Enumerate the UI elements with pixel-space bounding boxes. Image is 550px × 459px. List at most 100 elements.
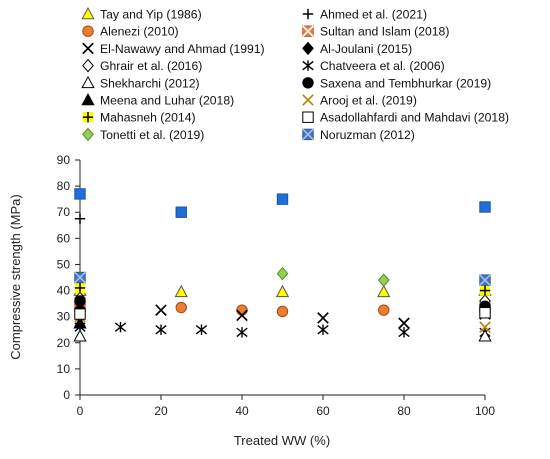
legend-marker — [82, 25, 94, 37]
legend-item: Shekharchi (2012) — [81, 75, 200, 90]
data-point — [276, 193, 289, 205]
y-axis-title: Compressive strength (MPa) — [8, 194, 23, 359]
legend-marker — [302, 41, 314, 56]
legend-label: Sultan and Islam (2018) — [320, 25, 449, 39]
data-point — [155, 304, 167, 316]
x-tick-label: 0 — [77, 404, 84, 418]
legend-label: Saxena and Tembhurkar (2019) — [320, 76, 491, 90]
x-tick-label: 100 — [475, 404, 495, 418]
legend-marker — [81, 75, 95, 89]
data-point — [175, 301, 187, 314]
legend-label: Alenezi (2010) — [100, 25, 179, 39]
data-point — [478, 329, 492, 342]
legend-item: El-Nawawy and Ahmad (1991) — [82, 42, 265, 56]
legend-label: El-Nawawy and Ahmad (1991) — [100, 42, 265, 56]
data-point — [377, 273, 390, 287]
data-points — [73, 188, 492, 342]
legend-label: Ghrair et al. (2016) — [100, 59, 202, 73]
x-tick-label: 80 — [397, 404, 411, 418]
data-point — [398, 317, 410, 329]
data-point — [479, 307, 491, 319]
data-point — [74, 213, 86, 224]
legend-label: Tonetti et al. (2019) — [100, 128, 204, 142]
legend-label: Asadollahfardi and Mahdavi (2018) — [320, 111, 509, 125]
legend-label: Meena and Luhar (2018) — [100, 94, 234, 108]
y-tick-label: 70 — [57, 205, 71, 219]
legend-marker — [302, 60, 314, 71]
legend-marker — [302, 77, 314, 89]
data-point — [275, 284, 290, 298]
data-point — [276, 305, 289, 318]
legend-item: Ahmed et al. (2021) — [302, 8, 427, 22]
legend-item: Sultan and Islam (2018) — [302, 25, 449, 39]
y-tick-label: 10 — [57, 362, 71, 376]
x-tick-label: 20 — [154, 404, 168, 418]
data-point — [236, 327, 248, 338]
legend-item: Tay and Yip (1986) — [81, 6, 202, 22]
data-point — [276, 266, 289, 281]
data-point — [479, 201, 491, 213]
x-axis-title: Treated WW (%) — [234, 433, 330, 448]
legend-label: Arooj et al. (2019) — [320, 94, 417, 108]
data-point — [74, 295, 86, 307]
legend-item: Asadollahfardi and Mahdavi (2018) — [302, 111, 509, 125]
y-tick-label: 30 — [57, 310, 71, 324]
legend-marker — [82, 112, 94, 123]
data-point — [155, 324, 167, 335]
data-point — [174, 284, 188, 298]
y-tick-label: 20 — [57, 336, 71, 350]
legend-marker — [81, 92, 95, 106]
legend-marker — [81, 6, 95, 20]
data-point — [73, 329, 87, 342]
y-tick-label: 90 — [57, 153, 71, 167]
legend-marker — [82, 58, 94, 73]
legend-item: Mahasneh (2014) — [82, 111, 196, 125]
legend-label: Tay and Yip (1986) — [100, 8, 202, 22]
legend-label: Noruzman (2012) — [320, 128, 415, 142]
x-tick-label: 60 — [316, 404, 330, 418]
legend-item: Arooj et al. (2019) — [302, 94, 417, 108]
data-point — [479, 321, 491, 333]
data-point — [73, 316, 87, 329]
legend-label: Mahasneh (2014) — [100, 111, 196, 125]
legend-item: Al-Joulani (2015) — [302, 41, 412, 56]
legend-item: Meena and Luhar (2018) — [81, 92, 234, 108]
legend-marker — [302, 25, 314, 37]
data-point — [74, 282, 86, 294]
tick-labels: 0 10 20 30 40 50 60 70 80 90 0 20 40 60 80 100 — [57, 153, 496, 418]
data-point — [74, 271, 86, 284]
legend-label: Shekharchi (2012) — [100, 76, 200, 90]
legend-item: Ghrair et al. (2016) — [82, 58, 202, 73]
legend-item: Chatveera et al. (2006) — [302, 59, 445, 73]
legend-item: Saxena and Tembhurkar (2019) — [302, 76, 491, 90]
y-tick-label: 60 — [57, 231, 71, 245]
legend-label: Al-Joulani (2015) — [320, 42, 412, 56]
data-point — [317, 312, 329, 324]
legend-label: Ahmed et al. (2021) — [320, 8, 427, 22]
y-tick-label: 40 — [57, 284, 71, 298]
data-point — [479, 274, 491, 286]
data-point — [398, 327, 410, 338]
y-tick-label: 50 — [57, 257, 71, 271]
data-point — [74, 308, 86, 320]
legend-item: Alenezi (2010) — [82, 25, 179, 39]
legend-label: Chatveera et al. (2006) — [320, 59, 445, 73]
data-point — [195, 324, 208, 335]
data-point — [236, 309, 248, 322]
data-point — [377, 284, 391, 298]
legend-marker — [82, 127, 94, 142]
x-tick-label: 40 — [235, 404, 249, 418]
data-point — [479, 285, 491, 296]
data-point — [175, 206, 187, 218]
legend-marker — [302, 128, 314, 141]
y-tick-label: 0 — [63, 388, 70, 402]
data-point — [317, 324, 329, 335]
legend-marker — [302, 111, 314, 123]
legend-marker — [302, 94, 314, 106]
y-tick-label: 80 — [57, 179, 71, 193]
legend-item: Noruzman (2012) — [302, 128, 415, 142]
legend-marker — [302, 8, 314, 20]
legend-marker — [82, 42, 94, 55]
data-point — [74, 188, 86, 200]
